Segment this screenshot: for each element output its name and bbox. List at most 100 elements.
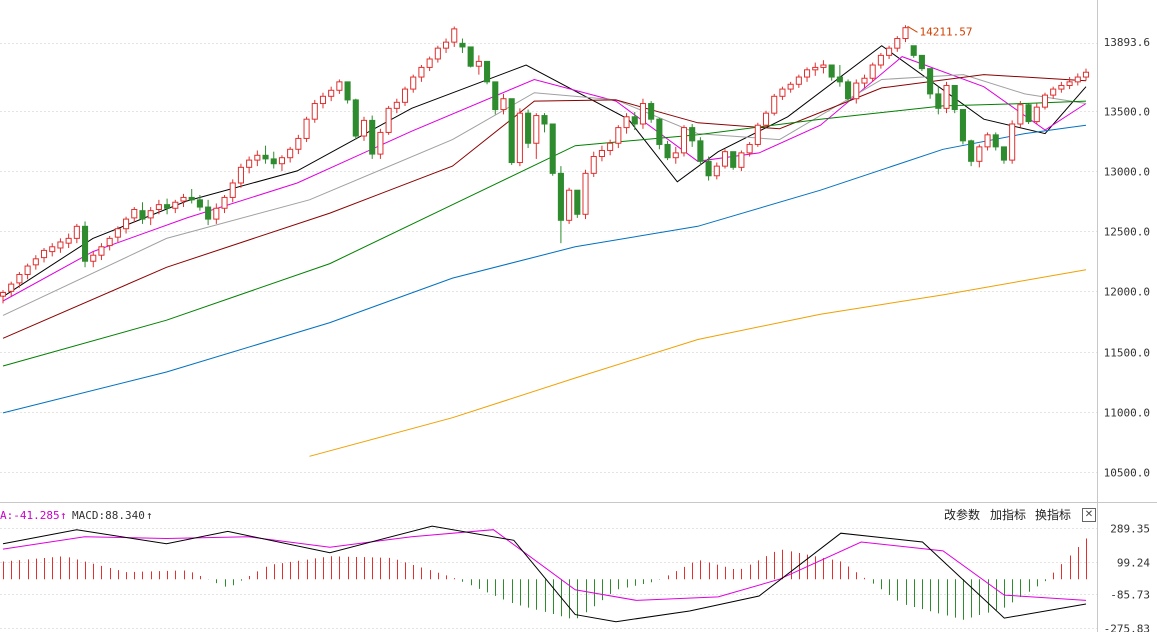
candle-body: [533, 115, 540, 144]
candle-body: [1082, 71, 1090, 78]
candle-body: [754, 124, 761, 145]
candle-body: [401, 88, 409, 103]
candle-body: [869, 64, 876, 79]
candle-body: [213, 207, 220, 220]
candle-body: [902, 27, 909, 40]
candle-body: [295, 137, 302, 150]
candle-body: [943, 84, 950, 109]
candle-body: [484, 60, 491, 83]
candle-body: [254, 154, 261, 161]
candle-body: [639, 103, 646, 125]
candle-body: [795, 76, 802, 85]
macd-y-tick-label: -275.83: [1104, 623, 1150, 632]
candle-body: [516, 112, 523, 164]
moving-average-line: [2, 74, 1087, 339]
candle-body: [886, 47, 893, 56]
candle-body: [492, 81, 499, 111]
candle-body: [689, 127, 696, 142]
candle-body: [311, 103, 318, 120]
candle-body: [697, 140, 704, 162]
candle-body: [771, 95, 778, 114]
candle-body: [393, 101, 400, 109]
candle-body: [713, 165, 720, 177]
candle-body: [951, 84, 958, 111]
candle-body: [648, 103, 655, 120]
y-tick-label: 12000.0: [1104, 286, 1150, 299]
candle-body: [656, 118, 663, 145]
candle-body: [155, 204, 162, 210]
candle-body: [787, 83, 794, 90]
candle-body: [894, 38, 901, 49]
change-params-button[interactable]: 改参数: [944, 508, 981, 522]
y-tick-label: 13500.0: [1104, 106, 1150, 119]
candle-body: [935, 93, 942, 109]
candle-body: [131, 208, 138, 219]
candle-body: [664, 143, 671, 159]
moving-average-line: [309, 269, 1087, 457]
macd-y-tick-label: 99.24: [1117, 557, 1150, 570]
candle-body: [434, 47, 441, 60]
candle-body: [188, 196, 195, 201]
add-indicator-button[interactable]: 加指标: [990, 508, 1027, 522]
candle-body: [467, 46, 474, 67]
candle-body: [443, 41, 450, 49]
candle-body: [762, 112, 770, 126]
candle-body: [1033, 106, 1040, 123]
candle-body: [590, 155, 597, 174]
candle-body: [812, 66, 819, 71]
candle-body: [229, 182, 236, 198]
candle-body: [927, 68, 934, 95]
candle-body: [16, 273, 23, 284]
candle-body: [1074, 76, 1081, 83]
candle-body: [861, 77, 868, 84]
candle-body: [730, 151, 737, 168]
candle-body: [221, 196, 228, 209]
candle-body: [352, 99, 359, 137]
macd-y-tick-label: 289.35: [1110, 523, 1150, 536]
candle-body: [910, 45, 917, 56]
candle-body: [968, 140, 975, 162]
candle-body: [246, 159, 253, 168]
candle-body: [1017, 104, 1024, 125]
high-marker-arrow: [907, 25, 918, 33]
candle-body: [672, 152, 679, 159]
candle-body: [410, 76, 417, 90]
candle-body: [8, 283, 15, 292]
candle-body: [557, 172, 564, 221]
candle-body: [49, 246, 56, 253]
candle-body: [418, 66, 425, 78]
candle-body: [57, 241, 64, 249]
switch-indicator-button[interactable]: 换指标: [1035, 508, 1072, 522]
candle-body: [1066, 81, 1073, 86]
candle-body: [270, 158, 277, 165]
candle-body: [631, 116, 638, 125]
moving-average-line: [2, 74, 1087, 316]
candle-body: [566, 189, 573, 221]
moving-average-line: [2, 100, 1087, 367]
candle-body: [0, 292, 7, 297]
candle-body: [615, 127, 622, 144]
candle-body: [598, 149, 605, 157]
candle-body: [475, 60, 482, 67]
candle-body: [328, 89, 335, 97]
candle-body: [344, 81, 351, 101]
candle-body: [114, 228, 121, 238]
candle-body: [836, 76, 843, 83]
candle-body: [123, 218, 130, 230]
y-tick-label: 10500.0: [1104, 467, 1150, 480]
candle-body: [549, 123, 556, 174]
candle-body: [1009, 123, 1016, 161]
candle-body: [451, 28, 458, 43]
close-indicator-icon[interactable]: ✕: [1082, 508, 1096, 522]
candle-body: [959, 109, 966, 142]
up-arrow-icon: ↑: [146, 509, 153, 522]
candle-body: [24, 265, 31, 275]
candle-body: [738, 152, 745, 168]
candle-body: [525, 112, 532, 144]
candle-body: [804, 69, 811, 78]
y-tick-label: 11500.0: [1104, 347, 1150, 360]
candle-body: [820, 64, 827, 68]
candle-body: [607, 142, 614, 151]
candle-body: [164, 204, 171, 209]
